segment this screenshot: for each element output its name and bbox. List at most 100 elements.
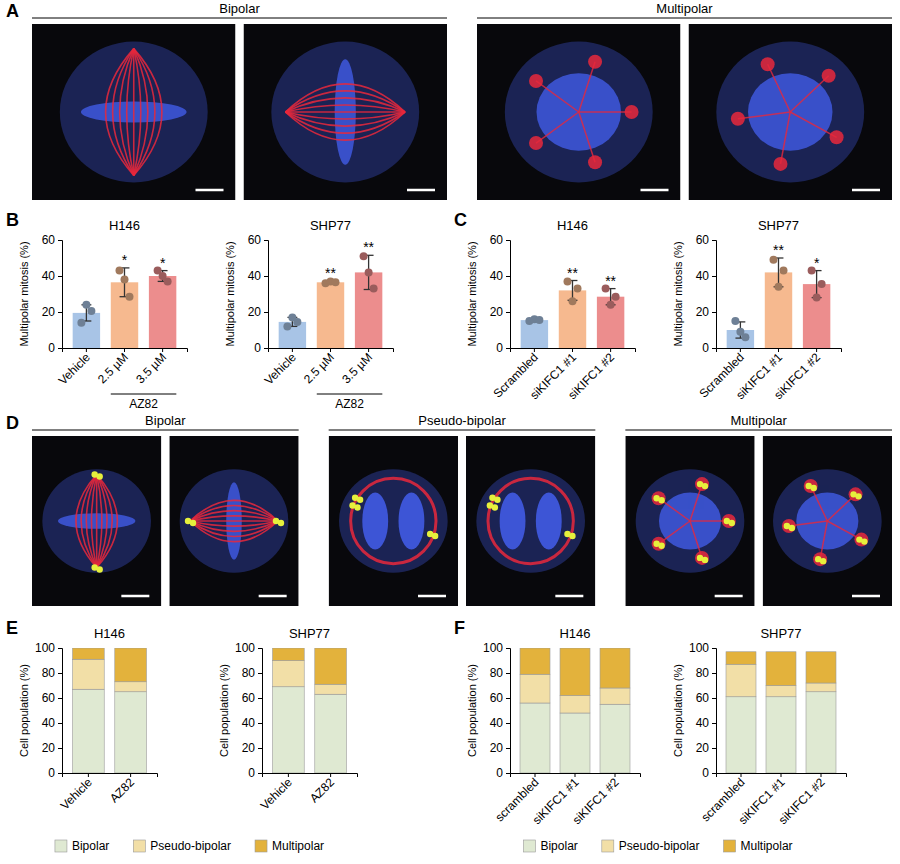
bar — [597, 297, 624, 348]
x-tick-mark — [575, 773, 576, 777]
micrograph-background — [689, 24, 893, 200]
legend-item: Multipolar — [255, 839, 324, 853]
y-tick-mark — [58, 673, 62, 674]
chromatin — [362, 493, 388, 550]
y-tick-mark — [264, 348, 268, 349]
x-tick-label: siKIFC1 #2 — [776, 775, 828, 827]
scale-bar — [196, 189, 224, 192]
y-axis: 020406080100 — [689, 641, 717, 780]
x-tick-mark — [610, 348, 611, 352]
chart: 020406080100VehicleAZ82SHP77Cell populat… — [218, 626, 358, 813]
legend-label: Bipolar — [540, 839, 577, 853]
group-rule — [32, 430, 299, 431]
x-tick-label: 3.5 µM — [133, 350, 169, 386]
replicate-point — [574, 285, 582, 293]
y-axis: 0204060 — [42, 233, 63, 355]
legend-label: Pseudo-bipolar — [150, 839, 231, 853]
y-tick-label: 0 — [496, 341, 503, 355]
y-tick: 40 — [248, 269, 268, 283]
y-tick: 0 — [48, 766, 62, 780]
y-tick-label: 40 — [42, 716, 56, 730]
replicate-point — [569, 297, 577, 305]
group-title: Bipolar — [145, 413, 186, 428]
y-tick: 80 — [242, 666, 262, 680]
y-tick-mark — [58, 348, 62, 349]
y-tick-label: 60 — [42, 691, 56, 705]
spindle-fiber — [127, 49, 134, 176]
chromatin-halo — [636, 469, 745, 572]
figure: ABipolarMultipolarDBipolarPseudo-bipolar… — [0, 0, 900, 864]
bar — [279, 322, 306, 348]
micrograph-background — [244, 24, 448, 200]
centrosome — [820, 558, 826, 564]
y-tick: 80 — [490, 666, 510, 680]
micrograph-background — [32, 24, 236, 200]
chart-title: H146 — [559, 626, 590, 641]
y-tick: 20 — [490, 741, 510, 755]
y-tick-mark — [258, 748, 262, 749]
spindle-ring — [488, 478, 573, 563]
group-rule — [32, 18, 447, 19]
chromatin — [536, 493, 562, 550]
spindle-fiber — [285, 84, 405, 112]
series — [520, 648, 630, 696]
x-axis: ScrambledsiKIFC1 #1siKIFC1 #2 — [490, 348, 635, 402]
y-tick: 0 — [254, 341, 268, 355]
chromatin-halo — [505, 42, 653, 183]
x-tick-mark — [534, 348, 535, 352]
chart-title: H146 — [109, 218, 140, 233]
chromatin-halo — [773, 469, 882, 572]
legend: BipolarPseudo-bipolarMultipolar — [523, 839, 792, 853]
group-bracket — [317, 394, 383, 395]
y-tick-mark — [712, 698, 716, 699]
spindle-fiber — [285, 111, 405, 113]
bar-segment — [600, 688, 630, 704]
y-tick-label: 60 — [42, 233, 56, 247]
bar-segment — [115, 692, 147, 773]
x-axis: Vehicle2.5 µM3.5 µM — [262, 348, 394, 388]
x-tick-mark — [740, 348, 741, 352]
y-tick-mark — [506, 723, 510, 724]
x-axis: ScrambledsiKIFC1 #1siKIFC1 #2 — [696, 348, 841, 402]
x-tick-mark — [535, 773, 536, 777]
panel-label: B — [6, 210, 19, 230]
spindle-pole — [588, 55, 602, 69]
x-tick: 3.5 µM — [339, 348, 375, 386]
y-tick: 80 — [696, 666, 716, 680]
centrosome — [190, 520, 196, 526]
significance-label: ** — [773, 242, 784, 258]
spindle-fiber — [285, 112, 405, 140]
x-tick: Vehicle — [58, 773, 95, 813]
y-tick-label: 0 — [702, 341, 709, 355]
y-tick-label: 40 — [42, 269, 56, 283]
micrograph — [477, 24, 681, 200]
replicate-point — [87, 307, 95, 315]
x-tick: 2.5 µM — [301, 348, 337, 386]
plot-area — [726, 652, 836, 773]
y-tick: 0 — [702, 766, 716, 780]
centrosome — [789, 525, 795, 531]
y-tick-mark — [264, 312, 268, 313]
y-tick-mark — [712, 748, 716, 749]
bar-segment — [600, 704, 630, 773]
y-tick-label: 40 — [490, 716, 504, 730]
chromatin — [399, 493, 425, 550]
centrosome — [96, 473, 102, 479]
y-tick: 100 — [35, 641, 62, 655]
y-tick-label: 40 — [696, 269, 710, 283]
x-tick-mark — [88, 773, 89, 777]
chart-title: H146 — [557, 218, 588, 233]
spindle-fiber — [97, 474, 118, 567]
y-tick-mark — [258, 648, 262, 649]
chromatin-halo — [42, 469, 151, 572]
y-tick: 40 — [242, 716, 262, 730]
scale-bar — [641, 189, 669, 192]
axis-line — [712, 241, 717, 349]
y-axis-title: Cell population (%) — [218, 664, 230, 757]
y-tick-label: 80 — [42, 666, 56, 680]
bar-segment — [520, 703, 550, 773]
replicate-point — [780, 267, 788, 275]
scale-bar — [555, 595, 583, 598]
replicate-point — [126, 293, 134, 301]
y-tick: 60 — [42, 233, 62, 247]
